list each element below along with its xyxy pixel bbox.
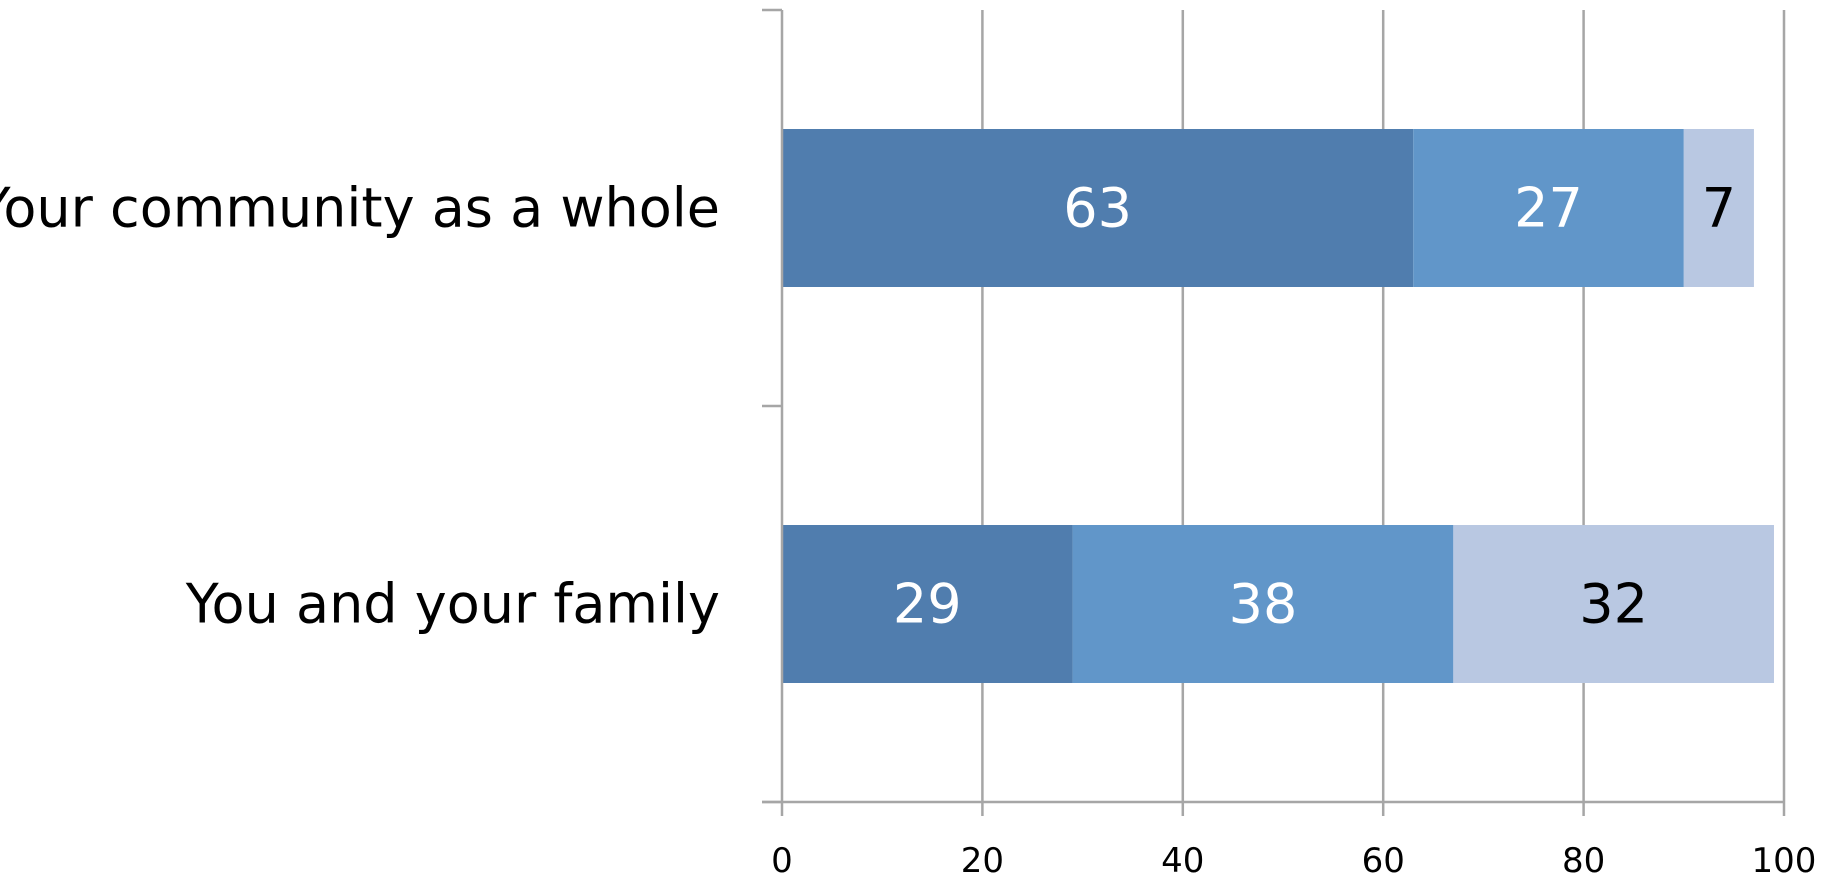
bar-family-segment-1 (782, 525, 1073, 683)
bar-community-segment-2 (1413, 129, 1684, 287)
gridlines (981, 10, 1786, 802)
x-tick-label-20: 20 (961, 841, 1004, 881)
bar-community-segment-1 (782, 129, 1414, 287)
data-label-family-segment-3: 32 (1579, 573, 1648, 636)
category-label-family: You and your family (185, 573, 720, 636)
x-tick-label-40: 40 (1161, 841, 1204, 881)
data-label-community-segment-1: 63 (1063, 177, 1132, 240)
bar-family-segment-2 (1072, 525, 1454, 683)
data-label-family-segment-1: 29 (893, 573, 962, 636)
bar-community-segment-3 (1683, 129, 1754, 287)
axes (762, 8, 1786, 816)
data-label-community-segment-2: 27 (1514, 177, 1583, 240)
bars (782, 129, 1774, 683)
x-tick-label-60: 60 (1362, 841, 1405, 881)
x-tick-label-100: 100 (1752, 841, 1817, 881)
category-label-community: Your community as a whole (0, 177, 720, 240)
data-label-family-segment-2: 38 (1229, 573, 1298, 636)
x-tick-label-0: 0 (771, 841, 793, 881)
bar-family-segment-3 (1453, 525, 1774, 683)
data-label-community-segment-3: 7 (1702, 177, 1736, 240)
labels: 63 27 7 Your community as a whole 29 38 32 You … (0, 177, 1816, 882)
x-tick-label-80: 80 (1562, 841, 1605, 881)
